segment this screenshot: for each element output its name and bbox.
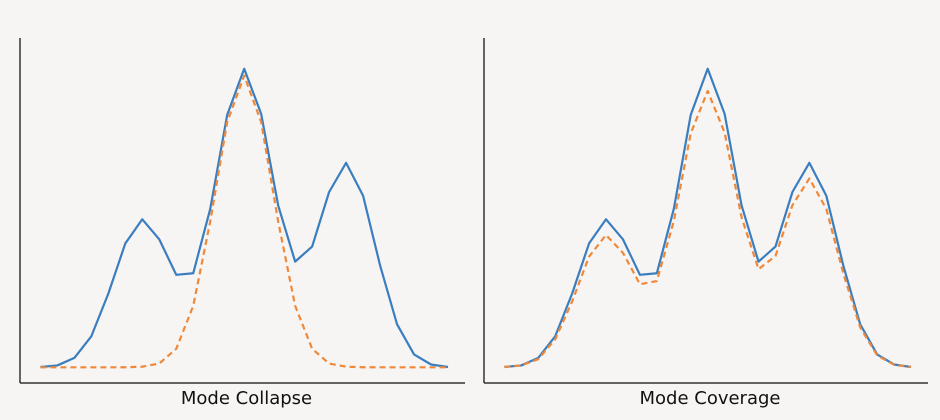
x-axis-label: Mode Collapse [181,388,312,409]
series-line [40,67,449,369]
series-line [504,89,912,369]
series-line [504,67,912,369]
x-axis-label: Mode Coverage [639,388,780,409]
series-line [40,74,449,369]
